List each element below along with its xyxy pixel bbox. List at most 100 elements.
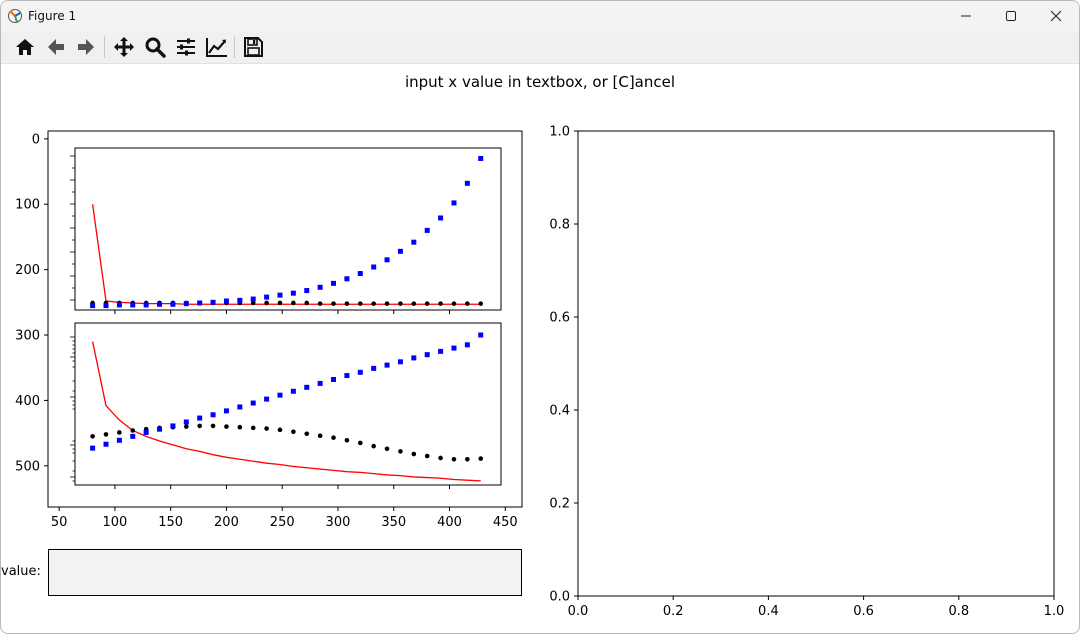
blue-square-point [264,294,270,300]
blue-square-point [170,423,176,429]
black-dot-point [90,434,95,439]
blue-square-point [357,369,363,375]
black-dot-point [90,300,95,306]
blue-square-point [103,303,109,309]
black-dot-point [317,433,323,439]
black-dot-point [277,427,283,433]
blue-square-point [411,355,417,361]
y-tick-label: 200 [15,263,40,278]
toolbar-separator [234,36,235,58]
maximize-button[interactable] [988,1,1034,31]
black-dot-point [157,425,162,431]
x-tick-label: 400 [437,515,462,530]
black-dot-point [465,301,470,306]
black-dot-point [451,301,457,306]
red-line-series [91,341,481,482]
left-axes-frame [47,130,523,508]
black-dot-point [438,455,443,461]
black-dot-point [304,300,310,306]
black-dot-point [317,301,323,306]
blue-square-point [317,380,323,386]
minimize-button[interactable] [943,1,989,31]
pan-icon [114,37,134,57]
black-dot-point [224,424,229,429]
black-dot-point [424,301,430,306]
black-dot-point [331,301,336,306]
maximize-icon [1006,11,1016,21]
y-tick-label: 400 [15,394,40,409]
forward-button[interactable] [72,34,100,60]
black-dot-point [183,424,189,429]
zoom-button[interactable] [141,34,169,60]
edit-axis-button[interactable] [203,34,231,60]
blue-square-point [478,155,484,161]
blue-square-point [223,298,229,304]
black-dot-point [143,426,149,432]
blue-square-point [210,299,216,305]
right-x-tick-label: 0.8 [948,604,969,619]
black-dot-point [250,425,256,431]
close-icon [1050,10,1062,22]
save-icon [244,37,263,57]
x-tick-label: 350 [381,515,406,530]
blue-square-point [277,292,283,298]
title-bar[interactable]: Figure 1 [1,1,1079,31]
blue-square-point [197,415,203,421]
textbox-label: value: [1,564,41,579]
black-dot-point [210,423,216,429]
y-tick-label: 100 [15,198,40,213]
subplots-button[interactable] [172,34,200,60]
blue-square-point [237,297,243,303]
blue-square-point [264,396,270,402]
close-button[interactable] [1033,1,1079,31]
value-textbox[interactable] [48,549,522,596]
blue-square-point [304,288,310,294]
blue-square-point [371,365,377,371]
figure-suptitle: input x value in textbox, or [C]ancel [404,73,676,91]
black-dot-point [197,300,202,306]
black-dot-point [451,456,457,462]
black-dot-point [478,301,484,306]
home-icon [16,39,34,55]
back-button[interactable] [42,34,70,60]
black-dot-point [197,423,202,429]
embedded-top-plot-frame [74,147,502,311]
blue-square-point [197,300,203,306]
black-dot-point [103,300,109,306]
blue-square-point [331,376,337,382]
blue-square-point [223,408,229,414]
blue-square-point [464,342,470,348]
right-y-tick-label: 0.6 [549,311,570,326]
black-dot-point [291,300,296,306]
black-dot-point [344,438,350,443]
blue-square-point [424,227,430,233]
right-y-tick-label: 0.2 [549,497,570,512]
blue-square-point [344,373,350,379]
blue-square-point [90,445,96,451]
blue-square-point [304,384,310,390]
pan-button[interactable] [110,34,138,60]
window-title: Figure 1 [28,9,77,23]
black-dot-point [304,431,310,437]
black-dot-point [210,300,216,306]
toolbar-separator [104,36,105,58]
blue-square-point [424,352,430,358]
right-x-tick-label: 0.2 [663,604,684,619]
black-dot-point [117,430,122,435]
x-tick-label: 50 [51,515,68,530]
blue-square-point [130,302,136,308]
black-dot-point [130,428,136,433]
black-dot-point [411,301,417,306]
save-button[interactable] [239,34,267,60]
blue-square-point [210,412,216,418]
x-tick-label: 100 [103,515,128,530]
right-x-tick-label: 0.4 [758,604,779,619]
black-dot-point [103,432,109,437]
y-tick-label: 0 [32,132,40,147]
home-button[interactable] [11,34,39,60]
y-tick-label: 500 [15,459,40,474]
black-dot-point [237,424,243,430]
blue-square-point [183,419,189,425]
blue-square-point [411,239,417,245]
